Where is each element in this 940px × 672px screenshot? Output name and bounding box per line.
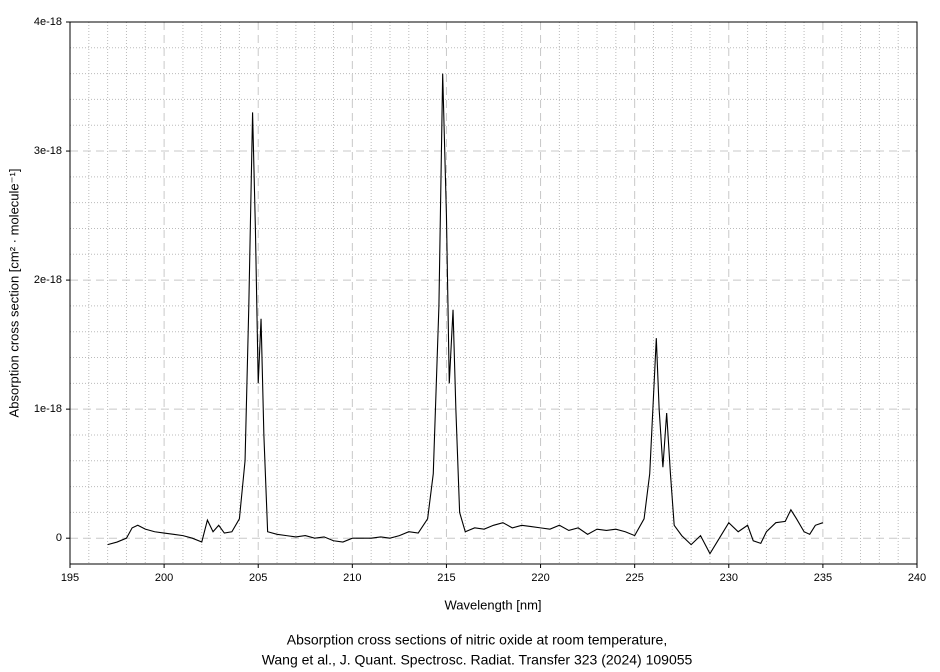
x-tick-label: 210 [343,572,361,584]
x-tick-label: 195 [61,572,79,584]
chart-title: Absorption cross sections of nitric oxid… [287,632,668,648]
x-tick-label: 215 [437,572,455,584]
x-tick-label: 230 [720,572,738,584]
x-axis-label: Wavelength [nm] [444,597,541,612]
data-line [107,73,824,555]
x-tick-label: 225 [625,572,643,584]
plot-frame [69,21,918,565]
x-tick-label: 235 [814,572,832,584]
y-tick-label: 1e-18 [34,403,62,415]
chart-subtitle: Wang et al., J. Quant. Spectrosc. Radiat… [262,652,693,668]
y-tick-label: 4e-18 [34,16,62,28]
x-tick-label: 200 [155,572,173,584]
y-tick-label: 3e-18 [34,145,62,157]
x-tick-label: 240 [908,572,926,584]
y-axis-label: Absorption cross section [cm² · molecule… [6,169,21,418]
y-tick-label: 2e-18 [34,274,62,286]
x-tick-label: 205 [249,572,267,584]
y-tick-label: 0 [56,532,62,544]
x-tick-label: 220 [531,572,549,584]
